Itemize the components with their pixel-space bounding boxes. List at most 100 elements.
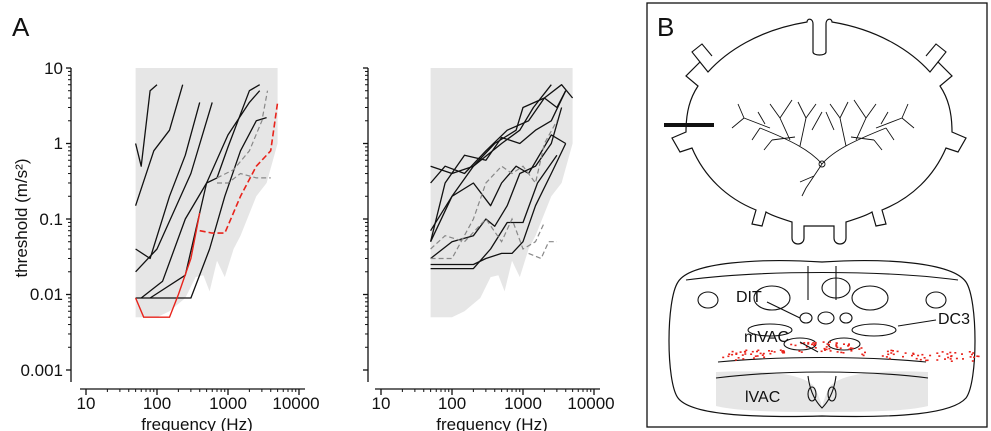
arbor-dot [757,349,760,352]
arbor-dot [904,352,907,354]
arbor-dot [961,353,963,355]
arbor-dot [925,359,928,362]
section-layer-1 [717,356,927,363]
section-tract-1 [821,277,851,299]
arbor-dot [798,350,801,352]
arbor-dot [861,353,864,356]
arbor-dot [824,349,826,351]
arbor-dot [902,355,904,358]
arbor-dot [911,354,913,357]
tuning-curve-1-3 [135,102,201,260]
arbor-dot [949,358,952,360]
arbor-dot [751,350,754,353]
arbor-dot [770,350,773,352]
arbor-dot [829,341,831,343]
arbor-dot [807,341,810,344]
ganglion-top-view [664,18,967,245]
arbor-dot [722,356,725,359]
y-tick-label-0.001: 0.001 [20,361,63,380]
y-axis-title: threshold (m/s²) [12,158,31,277]
arbor-dot [753,357,755,359]
arbor-dot [836,351,839,353]
lvac-region-right [822,371,928,412]
arbor-dot [962,358,964,360]
arbor-dot [917,354,920,357]
arbor-dot [828,347,831,350]
tuning-curve-2-4 [429,90,567,242]
arbor-dot [921,353,924,356]
dc3-pointer [897,319,937,327]
arbor-dot [912,353,915,355]
arbor-dot [923,357,926,359]
arbor-dot [847,345,850,347]
arbor-dot [823,347,826,350]
arbor-dot [885,356,888,358]
section-tract-14 [827,386,837,402]
arbor-dot [896,350,899,353]
arbor-dot [727,355,730,358]
lvac-label: lVAC [745,389,780,406]
arbor-dot [860,347,863,349]
tuning-curve-1-1 [134,84,158,167]
tuning-curve-1-10 [134,212,201,318]
tuning-curve-2-2 [430,84,574,184]
arbor-dot [955,357,958,360]
mvac-label: mVAC [744,329,789,346]
x-ticks-right [380,389,595,395]
x-tick-label-100: 100 [438,394,466,413]
arbor-dot [825,346,828,348]
arbor-dot [820,350,823,353]
shaded-region-left [135,68,278,318]
arbor-dot [769,352,772,355]
arbor-dot [805,346,808,348]
section-tract-12 [697,291,719,309]
arbor-dot [968,351,971,353]
arbor-dot [850,350,853,352]
arbor-dot [950,360,953,362]
tuning-curve-1-8 [216,90,269,179]
arbor-dot [800,351,803,353]
arbor-dot [915,357,918,360]
arbor-dot [919,358,922,361]
section-tract-2 [753,285,791,311]
arbor-dot [826,343,829,345]
arbor-dot [941,351,944,353]
arbor-dot [862,354,865,357]
arbor-dot [972,352,975,354]
arbor-dot [835,345,838,347]
arbor-dot [735,352,738,355]
arbor-dot [848,343,850,345]
tuning-curve-2-9 [430,217,545,250]
arbor-dot [949,351,952,354]
arbor-dot [728,353,731,355]
x-tick-label-1000: 1000 [504,394,542,413]
arbor-dot [742,358,745,360]
arbor-dot [848,348,851,350]
arbor-dot [739,351,742,353]
arbor-dot [761,354,764,356]
x-tick-label-10: 10 [77,394,96,413]
y-tick-label-1: 1 [54,134,63,153]
section-tract-7 [747,323,793,337]
arbor-dot [790,343,793,346]
arbor-dot [813,344,815,346]
x-axis-title-right: frequency (Hz) [436,415,547,431]
tuning-curve-2-10 [430,120,558,260]
arbor-dot [807,343,810,345]
y-ticks-right [363,67,368,371]
arbor-dot [737,357,740,359]
arbor-dot [744,353,747,355]
arbor-dot [950,355,953,357]
arbor-dot [881,355,884,357]
arbor-dot [813,343,816,346]
arbor-dot [864,351,866,354]
section-tract-11 [925,291,947,309]
section-midline [807,266,837,300]
arbor-dot [768,350,770,352]
arbor-dot [734,359,737,361]
arbor-dot [744,351,747,353]
section-tract-8 [851,323,897,337]
interneuron-morphology [731,99,915,197]
panel-b-frame [646,2,988,428]
arbor-dot [829,350,832,352]
